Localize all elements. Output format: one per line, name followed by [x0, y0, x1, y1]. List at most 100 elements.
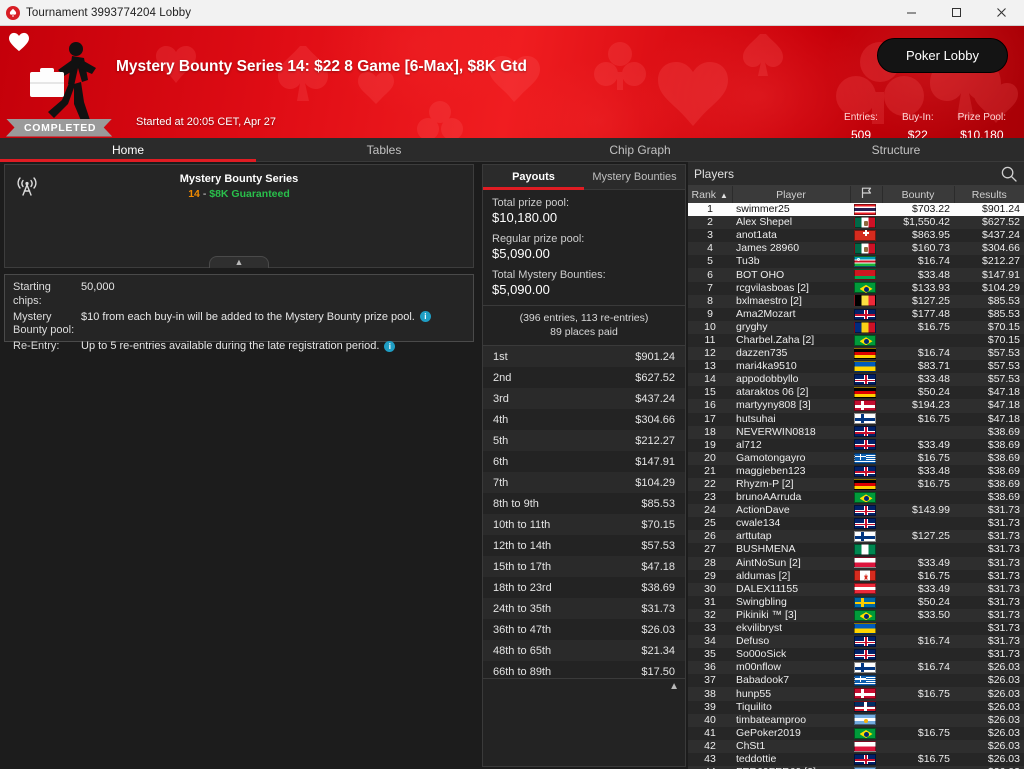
payout-row[interactable]: 48th to 65th $21.34 — [483, 640, 685, 662]
table-row[interactable]: 18 NEVERWIN0818 $38.69 — [688, 425, 1024, 439]
payout-row[interactable]: 6th $147.91 — [483, 451, 685, 473]
table-row[interactable]: 13 mari4ka9510 $83.71 $57.53 — [688, 360, 1024, 374]
table-row[interactable]: 41 GePoker2019 $16.75 $26.03 — [688, 726, 1024, 740]
table-row[interactable]: 9 Ama2Mozart $177.48 $85.53 — [688, 307, 1024, 321]
payout-row[interactable]: 10th to 11th $70.15 — [483, 514, 685, 536]
column-header-country[interactable] — [850, 186, 883, 203]
table-row[interactable]: 28 AintNoSun [2] $33.49 $31.73 — [688, 556, 1024, 570]
player-bounty: $33.49 — [917, 582, 950, 595]
table-row[interactable]: 3 anot1ata $863.95 $437.24 — [688, 229, 1024, 243]
info-tooltip-icon[interactable]: i — [419, 311, 431, 323]
table-row[interactable]: 11 Charbel.Zaha [2] $70.15 — [688, 333, 1024, 348]
payout-row[interactable]: 15th to 17th $47.18 — [483, 556, 685, 578]
close-button[interactable] — [979, 0, 1024, 25]
table-row[interactable]: 12 dazzen735 $16.74 $57.53 — [688, 347, 1024, 361]
maximize-button[interactable] — [934, 0, 979, 25]
payout-row[interactable]: 5th $212.27 — [483, 430, 685, 452]
payout-row[interactable]: 66th to 89th $17.50 — [483, 661, 685, 683]
payout-row[interactable]: 18th to 23rd $38.69 — [483, 577, 685, 599]
payouts-scroll-area[interactable]: ▲ — [482, 678, 686, 767]
table-row[interactable]: 5 Tu3b $16.74 $212.27 — [688, 255, 1024, 269]
table-row[interactable]: 19 al712 $33.49 $38.69 — [688, 438, 1024, 452]
payout-amount: $26.03 — [641, 623, 675, 636]
tab-structure[interactable]: Structure — [871, 142, 921, 157]
table-row[interactable]: 38 hunp55 $16.75 $26.03 — [688, 687, 1024, 701]
player-rank: 42 — [704, 739, 716, 752]
tab-chip-graph[interactable]: Chip Graph — [609, 142, 671, 157]
column-header-results[interactable]: Results — [954, 186, 1024, 203]
table-row[interactable]: 8 bxlmaestro [2] $127.25 $85.53 — [688, 294, 1024, 308]
table-row[interactable]: 31 Swingbling $50.24 $31.73 — [688, 595, 1024, 609]
player-results: $31.73 — [987, 648, 1020, 661]
table-row[interactable]: 36 m00nflow $16.74 $26.03 — [688, 661, 1024, 675]
table-row[interactable]: 39 Tiquilito $26.03 — [688, 700, 1024, 714]
column-header-player[interactable]: Player — [732, 186, 851, 203]
payout-place: 66th to 89th — [493, 665, 552, 678]
payout-row[interactable]: 3rd $437.24 — [483, 388, 685, 410]
table-row[interactable]: 43 teddottie $16.75 $26.03 — [688, 752, 1024, 767]
player-name: Gamotongayro — [736, 451, 806, 464]
tab-home[interactable]: Home — [0, 138, 256, 162]
payout-row[interactable]: 24th to 35th $31.73 — [483, 598, 685, 620]
table-row[interactable]: 33 ekvilibryst $31.73 — [688, 622, 1024, 636]
tab-mystery-bounties[interactable]: Mystery Bounties — [592, 171, 677, 183]
favorite-heart-icon[interactable] — [8, 32, 30, 54]
payout-row[interactable]: 1st $901.24 — [483, 346, 685, 368]
table-row[interactable]: 37 Babadook7 $26.03 — [688, 674, 1024, 688]
search-icon[interactable] — [1000, 165, 1018, 183]
payout-row[interactable]: 36th to 47th $26.03 — [483, 619, 685, 641]
player-rank: 40 — [704, 713, 716, 726]
table-row[interactable]: 44FER69FER69 [3] $26.03 — [688, 766, 1024, 769]
minimize-button[interactable] — [889, 0, 934, 25]
table-row[interactable]: 6 BOT OHO $33.48 $147.91 — [688, 268, 1024, 282]
table-row[interactable]: 1 swimmer25 $703.22 $901.24 — [688, 203, 1024, 217]
payout-row[interactable]: 8th to 9th $85.53 — [483, 493, 685, 515]
player-country-flag-icon — [850, 268, 882, 281]
player-name: So00oSick — [736, 648, 787, 661]
table-row[interactable]: 10 gryghy $16.75 $70.15 — [688, 320, 1024, 334]
table-row[interactable]: 21 maggieben123 $33.48 $38.69 — [688, 464, 1024, 478]
table-row[interactable]: 24 ActionDave $143.99 $31.73 — [688, 504, 1024, 518]
table-row[interactable]: 15 ataraktos 06 [2] $50.24 $47.18 — [688, 386, 1024, 400]
table-row[interactable]: 40 timbateamproo $26.03 — [688, 713, 1024, 727]
table-row[interactable]: 34 Defuso $16.74 $31.73 — [688, 635, 1024, 649]
payout-row[interactable]: 4th $304.66 — [483, 409, 685, 431]
table-row[interactable]: 23 brunoAArruda $38.69 — [688, 491, 1024, 505]
player-name: GePoker2019 — [736, 726, 801, 739]
info-tooltip-icon[interactable]: i — [384, 340, 396, 352]
tab-tables[interactable]: Tables — [366, 142, 402, 157]
payout-row[interactable]: 2nd $627.52 — [483, 367, 685, 389]
table-row[interactable]: 4 James 28960 $160.73 $304.66 — [688, 242, 1024, 256]
player-results: $26.03 — [987, 687, 1020, 700]
table-row[interactable]: 7 rcgvilasboas [2] $133.93 $104.29 — [688, 281, 1024, 295]
table-row[interactable]: 16 martyyny808 [3] $194.23 $47.18 — [688, 399, 1024, 413]
table-row[interactable]: 22 Rhyzm-P [2] $16.75 $38.69 — [688, 477, 1024, 492]
table-row[interactable]: 20 Gamotongayro $16.75 $38.69 — [688, 451, 1024, 465]
table-row[interactable]: 17 hutsuhai $16.75 $47.18 — [688, 412, 1024, 426]
table-row[interactable]: 30 DALEX11155 $33.49 $31.73 — [688, 582, 1024, 596]
collapse-promo-button[interactable]: ▲ — [209, 256, 269, 268]
table-row[interactable]: 2 Alex Shepel $1,550.42 $627.52 — [688, 216, 1024, 230]
payout-amount: $147.91 — [635, 455, 675, 468]
table-row[interactable]: 25 cwale134 $31.73 — [688, 517, 1024, 531]
tournament-info-box: Starting chips: 50,000 Mystery Bounty po… — [4, 274, 474, 352]
player-name: Rhyzm-P [2] — [736, 478, 794, 491]
poker-lobby-button[interactable]: Poker Lobby — [877, 38, 1008, 73]
column-header-bounty[interactable]: Bounty — [882, 186, 955, 203]
table-row[interactable]: 27 BUSHMENA $31.73 — [688, 543, 1024, 557]
table-row[interactable]: 26 arttutap $127.25 $31.73 — [688, 530, 1024, 544]
table-row[interactable]: 35 So00oSick $31.73 — [688, 648, 1024, 662]
payout-amount: $304.66 — [635, 413, 675, 426]
table-row[interactable]: 42 ChSt1 $26.03 — [688, 739, 1024, 753]
table-row[interactable]: 32 Pikiniki ™ [3] $33.50 $31.73 — [688, 608, 1024, 622]
payout-row[interactable]: 7th $104.29 — [483, 472, 685, 494]
table-row[interactable]: 14 appodobbyllo $33.48 $57.53 — [688, 373, 1024, 387]
player-name: hunp55 — [736, 687, 772, 700]
player-bounty: $16.75 — [917, 451, 950, 464]
column-header-rank[interactable]: Rank ▲ — [688, 186, 733, 203]
table-row[interactable]: 29 aldumas [2] $16.75 $31.73 — [688, 569, 1024, 583]
player-rank: 11 — [704, 333, 716, 346]
payout-row[interactable]: 12th to 14th $57.53 — [483, 535, 685, 557]
chevron-up-icon[interactable]: ▲ — [669, 681, 679, 692]
tab-payouts[interactable]: Payouts — [483, 165, 584, 190]
